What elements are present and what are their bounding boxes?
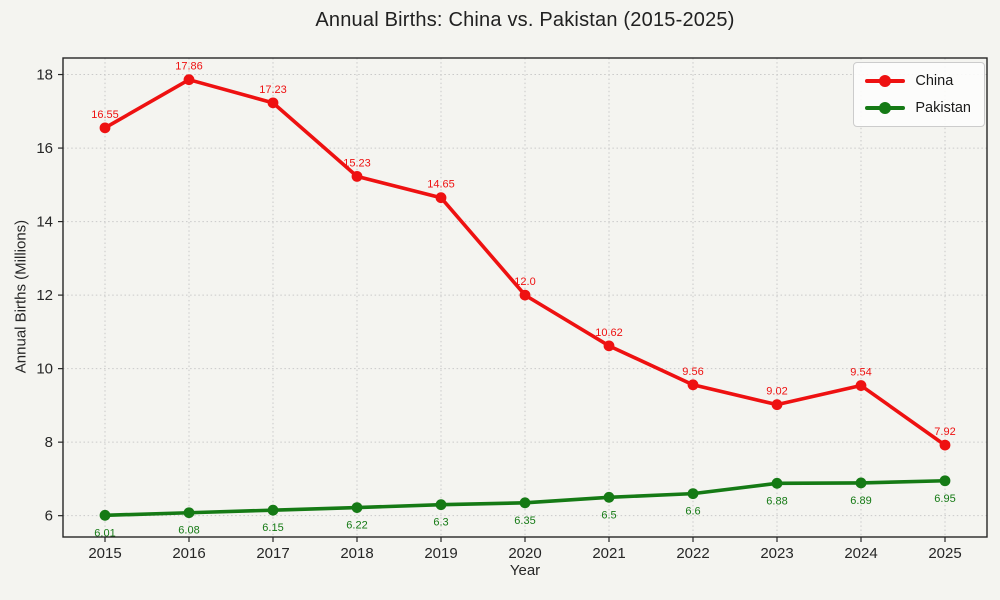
- china-legend-line-swatch: [865, 75, 906, 87]
- china-marker: [267, 97, 279, 109]
- china-point-label: 15.23: [343, 157, 371, 169]
- pakistan-legend-line-swatch: [865, 102, 906, 114]
- pakistan-marker: [939, 475, 951, 487]
- china-marker: [99, 122, 111, 134]
- legend-entry-pakistan: Pakistan: [865, 97, 971, 119]
- x-tick-label: 2018: [340, 545, 373, 562]
- china-point-label: 9.54: [850, 367, 871, 379]
- china-point-label: 17.86: [175, 61, 203, 73]
- china-point-label: 14.65: [427, 179, 455, 191]
- pakistan-point-label: 6.6: [685, 506, 700, 518]
- y-tick-label: 18: [36, 67, 53, 84]
- pakistan-marker: [519, 497, 531, 509]
- pakistan-marker: [687, 488, 699, 500]
- pakistan-point-label: 6.08: [178, 525, 199, 537]
- pakistan-marker: [435, 499, 447, 511]
- china-point-label: 12.0: [514, 276, 535, 288]
- china-marker: [435, 192, 447, 204]
- china-marker: [519, 289, 531, 301]
- china-point-label: 17.23: [259, 84, 287, 96]
- china-marker: [603, 340, 615, 352]
- pakistan-marker: [183, 507, 195, 519]
- x-tick-label: 2024: [844, 545, 877, 562]
- pakistan-point-label: 6.88: [766, 495, 787, 507]
- pakistan-point-label: 6.35: [514, 515, 535, 527]
- x-axis-label: Year: [509, 562, 541, 579]
- y-tick-label: 12: [36, 287, 53, 304]
- y-tick-label: 10: [36, 361, 53, 378]
- x-tick-label: 2017: [256, 545, 289, 562]
- pakistan-marker: [603, 491, 615, 503]
- pakistan-point-label: 6.22: [346, 520, 367, 532]
- legend: China Pakistan: [853, 62, 985, 127]
- pakistan-point-label: 6.3: [433, 517, 448, 529]
- pakistan-point-label: 6.89: [850, 495, 871, 507]
- china-marker: [183, 74, 195, 86]
- y-tick-label: 6: [45, 508, 53, 525]
- x-tick-label: 2020: [508, 545, 541, 562]
- y-tick-label: 14: [36, 214, 53, 231]
- china-marker: [351, 170, 363, 182]
- china-marker: [687, 379, 699, 391]
- china-legend-label: China: [915, 73, 954, 89]
- y-axis-label: Annual Births (Millions): [12, 219, 30, 374]
- x-tick-label: 2015: [88, 545, 121, 562]
- x-tick-label: 2025: [928, 545, 961, 562]
- y-tick-label: 16: [36, 140, 53, 157]
- pakistan-legend-marker-icon: [879, 102, 892, 114]
- legend-entry-china: China: [865, 70, 971, 92]
- pakistan-point-label: 6.15: [262, 522, 283, 534]
- pakistan-legend-label: Pakistan: [915, 100, 971, 116]
- china-marker: [855, 380, 867, 391]
- china-point-label: 9.02: [766, 386, 787, 398]
- china-point-label: 9.56: [682, 366, 703, 378]
- china-marker: [939, 439, 951, 451]
- plot-border: [62, 57, 988, 538]
- x-tick-label: 2023: [760, 545, 793, 562]
- china-point-label: 10.62: [595, 327, 623, 339]
- x-tick-label: 2021: [592, 545, 625, 562]
- x-tick-label: 2016: [172, 545, 205, 562]
- pakistan-marker: [267, 504, 279, 516]
- china-point-label: 16.55: [91, 109, 119, 121]
- pakistan-marker: [771, 477, 783, 489]
- pakistan-point-label: 6.95: [934, 493, 955, 505]
- x-tick-label: 2022: [676, 545, 709, 562]
- china-marker: [771, 399, 783, 411]
- x-tick-label: 2019: [424, 545, 457, 562]
- pakistan-marker: [351, 502, 363, 513]
- china-legend-marker-icon: [879, 75, 892, 87]
- pakistan-marker: [99, 509, 111, 521]
- pakistan-marker: [855, 477, 867, 489]
- chart-title: Annual Births: China vs. Pakistan (2015-…: [315, 9, 735, 31]
- china-point-label: 7.92: [934, 426, 955, 438]
- y-tick-label: 8: [45, 434, 53, 451]
- pakistan-point-label: 6.5: [601, 509, 616, 521]
